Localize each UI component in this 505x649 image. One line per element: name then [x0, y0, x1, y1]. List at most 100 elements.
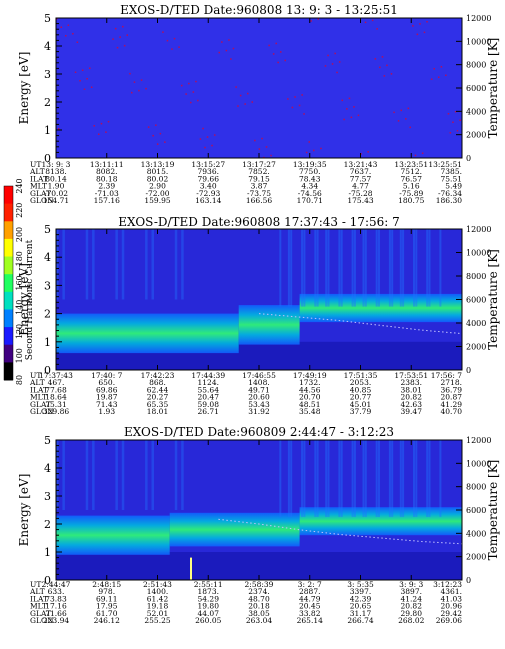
- eph-label: UT: [30, 371, 41, 380]
- noise-speck: [270, 154, 272, 157]
- eph-value: 38.01: [401, 385, 422, 394]
- eph-value: 48.70: [248, 594, 270, 603]
- y2-axis-label: Temperature [K]: [486, 460, 500, 561]
- emission-band: [56, 313, 239, 354]
- streak: [62, 229, 65, 300]
- eph-value: 80.14: [45, 174, 67, 183]
- noise-speck: [164, 141, 166, 143]
- streak: [85, 440, 89, 510]
- eph-label: ILAT: [30, 174, 48, 183]
- eph-label: GLAT: [30, 400, 51, 409]
- panel-3: EXOS-D/TED Date:960809 2:44:47 - 3:12:23…: [17, 425, 500, 625]
- eph-value: 55.64: [198, 385, 220, 394]
- eph-value: 2:58:39: [245, 580, 274, 589]
- noise-speck: [343, 118, 345, 121]
- emission-band: [299, 507, 462, 536]
- eph-value: 69.86: [96, 385, 118, 394]
- emission-band: [299, 293, 462, 323]
- noise-speck: [409, 126, 411, 129]
- y-axis-label: Energy [eV]: [17, 52, 31, 125]
- noise-speck: [181, 84, 183, 87]
- noise-speck: [397, 120, 400, 122]
- eph-value: 76.57: [401, 174, 423, 183]
- streak: [62, 440, 65, 510]
- noise-speck: [93, 125, 95, 127]
- eph-value: 1408.: [248, 378, 269, 387]
- y2-tick-label: 0: [466, 576, 471, 585]
- noise-speck: [353, 106, 355, 108]
- eph-value: 170.71: [297, 196, 323, 205]
- eph-value: 2383.: [401, 378, 422, 387]
- eph-value: 467.: [48, 378, 65, 387]
- eph-value: 20.82: [401, 393, 423, 402]
- streak: [340, 440, 343, 517]
- noise-speck: [206, 136, 209, 138]
- streak: [92, 229, 95, 300]
- eph-value: 186.30: [436, 196, 462, 205]
- eph-value: 79.66: [198, 174, 220, 183]
- eph-value: 5.49: [445, 182, 462, 191]
- eph-value: 223.94: [43, 616, 69, 625]
- noise-speck: [74, 71, 77, 73]
- colorbar-segment: [4, 362, 13, 381]
- streak: [145, 440, 148, 510]
- eph-value: 7750.: [299, 167, 320, 176]
- eph-value: 4361.: [441, 587, 462, 596]
- noise-speck: [381, 56, 384, 58]
- noise-speck: [72, 33, 74, 35]
- colorbar-tick-label: 160: [15, 275, 24, 290]
- eph-value: -71.03: [95, 189, 119, 198]
- eph-value: 263.04: [246, 616, 272, 625]
- noise-speck: [202, 127, 204, 130]
- y2-tick-label: 2000: [466, 553, 486, 562]
- colorbar-tick-label: 200: [15, 227, 24, 242]
- noise-speck: [133, 81, 136, 83]
- streak: [364, 440, 367, 517]
- noise-speck: [310, 20, 312, 22]
- eph-value: 20.77: [350, 393, 372, 402]
- y2-tick-label: 0: [466, 154, 471, 163]
- streak: [413, 440, 415, 517]
- y-axis-label: Energy [eV]: [17, 474, 31, 547]
- noise-speck: [185, 93, 187, 95]
- colorbar-tick-label: 240: [15, 178, 24, 193]
- streak: [301, 440, 304, 517]
- streak: [378, 229, 380, 307]
- noise-speck: [81, 69, 84, 71]
- noise-speck: [159, 132, 162, 135]
- eph-value: 71.43: [96, 400, 118, 409]
- plot-background: [56, 18, 462, 158]
- noise-speck: [421, 152, 424, 154]
- eph-value: 19.80: [198, 602, 220, 611]
- eph-value: 61.70: [96, 609, 118, 618]
- eph-value: 41.24: [401, 594, 423, 603]
- colorbar-segment: [4, 238, 13, 257]
- eph-value: -73.75: [247, 189, 271, 198]
- eph-value: 2887.: [299, 587, 320, 596]
- eph-label: ALT: [29, 378, 45, 387]
- noise-speck: [90, 86, 93, 88]
- eph-value: 13:21:43: [344, 160, 378, 169]
- noise-speck: [122, 25, 124, 28]
- y2-tick-label: 8000: [466, 61, 486, 70]
- noise-speck: [438, 76, 440, 78]
- eph-value: 73.83: [45, 594, 67, 603]
- colorbar-segment: [4, 344, 13, 363]
- eph-value: 2.39: [98, 182, 115, 191]
- eph-value: 3.40: [200, 182, 217, 191]
- noise-speck: [313, 149, 315, 152]
- noise-speck: [155, 124, 157, 126]
- noise-speck: [447, 113, 450, 115]
- eph-value: 41.03: [441, 594, 463, 603]
- noise-speck: [367, 151, 369, 153]
- eph-value: 20.96: [441, 602, 463, 611]
- y-tick-label: 3: [44, 490, 51, 503]
- y-tick-label: 3: [44, 279, 51, 292]
- y-tick-label: 0: [44, 574, 51, 587]
- eph-value: 868.: [149, 378, 166, 387]
- eph-value: 13:19:35: [293, 160, 327, 169]
- streak: [439, 440, 442, 517]
- eph-value: 2:44:47: [42, 580, 71, 589]
- noise-speck: [341, 99, 343, 102]
- eph-value: 71.66: [45, 609, 67, 618]
